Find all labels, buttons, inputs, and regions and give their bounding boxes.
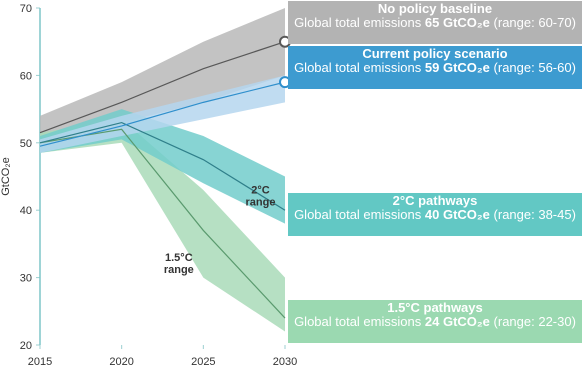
x-tick-label: 2015 [28,356,52,368]
box-range: (range: 22-30) [493,314,576,329]
box-unit: GtCO₂e [442,207,490,222]
box-range: (range: 60-70) [493,15,576,30]
scenario-box: 2°C pathways Global total emissions 40 Gt… [288,193,582,236]
x-tick-label: 2025 [191,356,215,368]
y-tick-label: 30 [20,273,32,285]
scenario-box: 1.5°C pathways Global total emissions 24 … [288,300,582,343]
box-value: 40 [424,207,440,222]
box-unit: GtCO₂e [442,314,490,329]
series-line [39,41,286,134]
annotation-line: range [246,196,276,208]
annotation: 2°C range [246,184,276,208]
scenario-name: No policy baseline [377,1,493,16]
y-axis-label: GtCO₂e [0,157,12,196]
box-value-group: 65 GtCO₂e [425,15,490,30]
annotation-line: 1.5°C [165,252,193,264]
series-line [39,121,286,211]
annotation: 1.5°C range [164,252,194,276]
box-unit: GtCO₂e [442,60,490,75]
scenario-name: Current policy scenario [362,46,508,61]
y-tick-label: 70 [20,3,32,15]
y-tick-label: 40 [20,205,32,217]
box-range: (range: 56-60) [493,60,576,75]
range-band [40,119,285,332]
scenario-box: No policy baseline Global total emissions… [288,1,582,44]
y-tick-label: 20 [20,340,32,352]
scenario-name: 1.5°C pathways [387,300,483,315]
box-value: 59 [424,60,440,75]
box-value: 65 [424,15,440,30]
x-tick-label: 2030 [273,356,297,368]
box-value-group: 24 GtCO₂e [425,314,490,329]
scenario-name: 2°C pathways [392,193,478,208]
annotation-line: 2°C [251,184,270,196]
range-band [40,8,285,147]
x-tick-label: 2020 [109,356,133,368]
box-unit: GtCO₂e [442,15,490,30]
box-value-group: 59 GtCO₂e [425,60,490,75]
y-tick-label: 50 [20,138,32,150]
scenario-box: Current policy scenario Global total emis… [288,46,582,89]
box-prefix: Global total emissions [294,314,422,329]
box-prefix: Global total emissions [294,15,422,30]
y-tick-label: 60 [20,70,32,82]
box-prefix: Global total emissions [294,60,422,75]
box-range: (range: 38-45) [493,207,576,222]
box-value: 24 [424,314,440,329]
box-prefix: Global total emissions [294,207,422,222]
box-value-group: 40 GtCO₂e [425,207,490,222]
annotation-line: range [164,264,194,276]
series-line [39,81,286,147]
